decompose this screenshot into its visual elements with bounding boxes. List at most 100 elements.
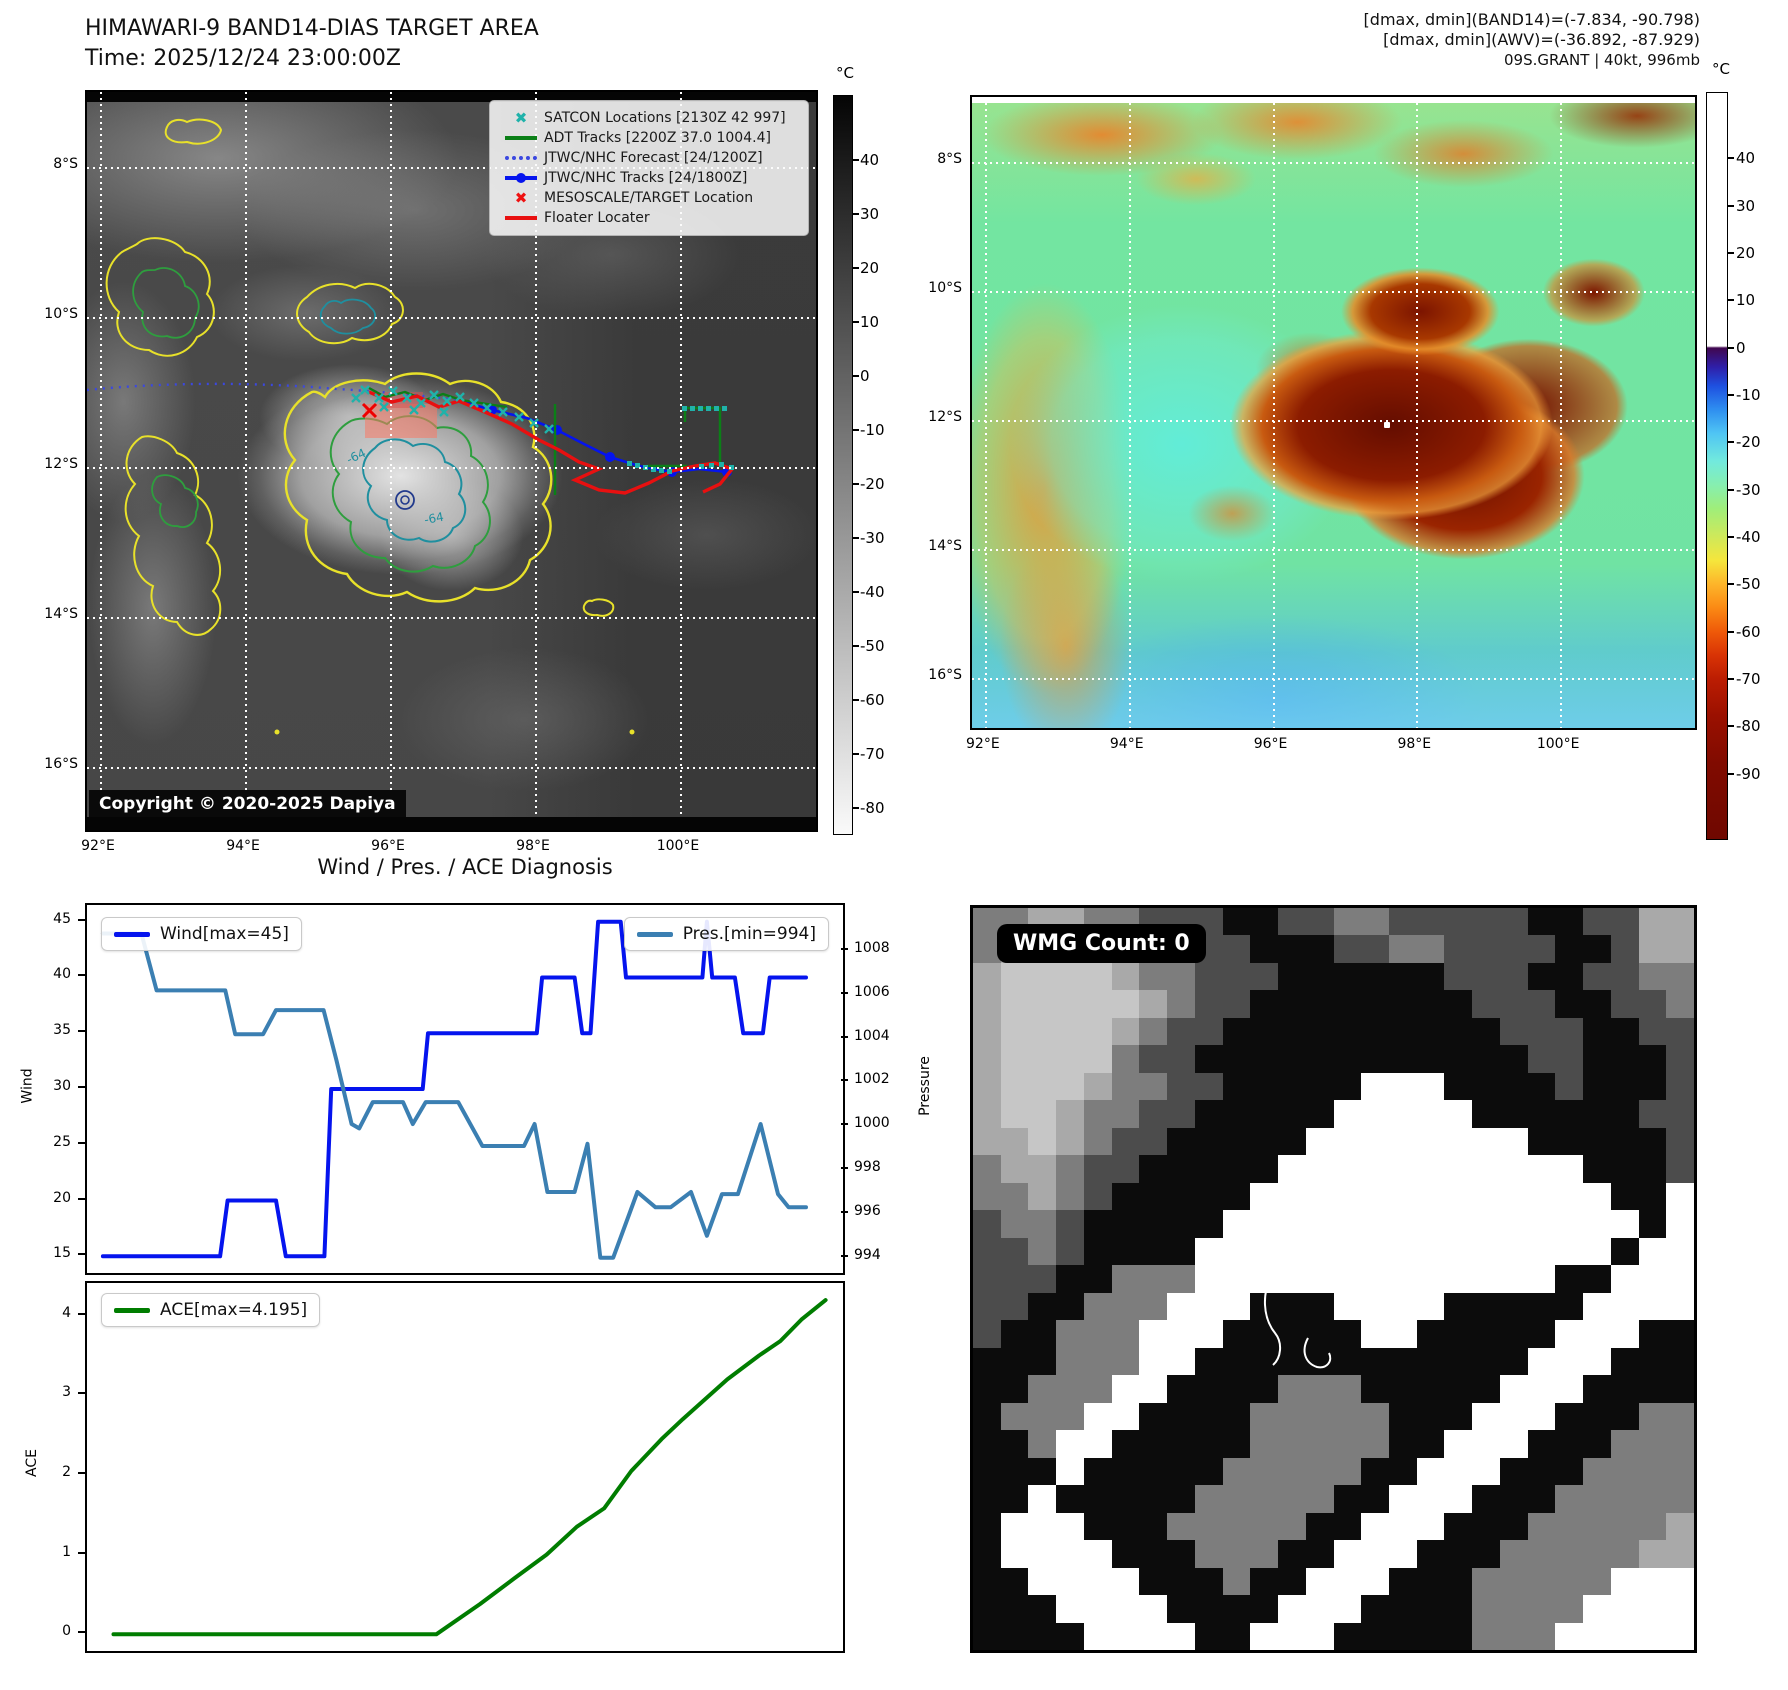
wmg-cell: [1250, 1045, 1279, 1074]
y-tick-label: 10°S: [928, 279, 962, 296]
y-axis-tick-label: 15: [53, 1245, 71, 1262]
wmg-cell: [973, 1430, 1002, 1459]
wmg-cell: [1583, 1402, 1612, 1431]
wmg-cell: [1499, 1072, 1529, 1101]
wmg-cell: [1444, 1127, 1473, 1156]
wmg-cell: [1499, 1595, 1529, 1624]
wmg-cell: [1666, 1347, 1694, 1376]
wmg-cell: [1416, 1100, 1446, 1129]
y-axis-tick-label: 40: [53, 966, 71, 983]
wmg-cell: [1111, 1485, 1140, 1514]
colorbar-tick: [1728, 536, 1734, 538]
colorbar-tick: [1728, 393, 1734, 396]
colorbar-tick: [853, 374, 859, 377]
wmg-cell: [1610, 1017, 1640, 1046]
wmg-cell: [1139, 1237, 1168, 1266]
wmg-cell: [1388, 1320, 1418, 1349]
wmg-cell: [1139, 1540, 1168, 1569]
wmg-cell: [1610, 1182, 1640, 1211]
map-legend: ✖ SATCON Locations [2130Z 42 997] ADT Trac…: [489, 100, 809, 236]
dmax-awv-line: [dmax, dmin](AWV)=(-36.892, -87.929): [1383, 30, 1700, 49]
wmg-cell: [1083, 1347, 1113, 1376]
wmg-cell: [1000, 962, 1030, 992]
wmg-cell: [1361, 1237, 1390, 1266]
colorbar-tick: [1728, 299, 1734, 302]
wmg-cell: [1194, 1127, 1224, 1156]
colorbar-tick-label: -20: [1736, 433, 1761, 452]
wmg-cell: [1250, 935, 1279, 964]
gridline-vertical: [535, 92, 537, 830]
wmg-cell: [1167, 1017, 1196, 1046]
wmg-cell: [1250, 1210, 1279, 1239]
wmg-cell: [973, 1072, 1002, 1101]
wmg-cell: [973, 1595, 1002, 1624]
wmg-cell: [1388, 908, 1418, 937]
wmg-cell: [973, 1320, 1002, 1349]
wmg-cell: [973, 935, 1002, 964]
wmg-cell: [1194, 1595, 1224, 1624]
wmg-cell: [1222, 935, 1251, 964]
y2-axis-tick-label: 998: [854, 1159, 881, 1176]
wmg-cell: [1444, 1375, 1473, 1404]
wmg-cell: [1278, 1375, 1307, 1404]
series-Wind[max=45]: [100, 919, 808, 1259]
wmg-cell: [1000, 990, 1030, 1019]
legend-item-label: Floater Locater: [544, 210, 650, 226]
pres-legend-sample: [636, 931, 673, 937]
wmg-cell: [1111, 1182, 1140, 1211]
contour-yellow-left-vertical: [124, 435, 222, 636]
wmg-cell: [1139, 1595, 1168, 1624]
y-axis-tick-label: 30: [53, 1078, 71, 1094]
colorbar-tick-label: -40: [860, 582, 885, 601]
wmg-cell: [1472, 1375, 1501, 1404]
wmg-cell: [1278, 1100, 1307, 1129]
wmg-cell: [973, 1457, 1002, 1486]
wmg-cell: [1250, 1100, 1279, 1129]
wmg-cell: [1361, 1512, 1390, 1541]
wmg-cell: [1499, 1320, 1529, 1349]
wmg-cell: [1333, 1045, 1362, 1074]
wmg-cell: [1583, 1237, 1612, 1266]
wmg-cell: [973, 1017, 1002, 1046]
wmg-cell: [1610, 1567, 1640, 1596]
wmg-cell: [1666, 1072, 1694, 1101]
dmax-band14-line: [dmax, dmin](BAND14)=(-7.834, -90.798): [1363, 10, 1700, 29]
wmg-cell: [1610, 1595, 1640, 1624]
wmg-cell: [1194, 1457, 1224, 1486]
wmg-cell: [1083, 1237, 1113, 1266]
wmg-cell: [1527, 1210, 1556, 1239]
wmg-cell: [1610, 1045, 1640, 1074]
wmg-cell: [1167, 1045, 1196, 1074]
wmg-cell: [1083, 1292, 1113, 1321]
wmg-cell: [1056, 1595, 1085, 1624]
wmg-cell: [1610, 1347, 1640, 1376]
wmg-cell: [1333, 1567, 1362, 1596]
wmg-cell: [1028, 1017, 1057, 1046]
y2-axis-tick: [841, 948, 848, 950]
y-axis-tick: [78, 1312, 85, 1315]
wmg-cell: [1527, 1292, 1556, 1321]
contour-navy-eye-outer: [395, 490, 415, 510]
wmg-cell: [1388, 962, 1418, 992]
wmg-cell: [1139, 1622, 1168, 1650]
wmg-cell: [1000, 1210, 1030, 1239]
wmg-cell: [1416, 1072, 1446, 1101]
wmg-cell: [1056, 1540, 1085, 1569]
wmg-cell: [1250, 1375, 1279, 1404]
colorbar-tick-label: -60: [860, 690, 885, 709]
colorbar-tick-label: -70: [860, 744, 885, 763]
wmg-cell: [1499, 1155, 1529, 1184]
wmg-cell: [1472, 1595, 1501, 1624]
wmg-cell: [1499, 1347, 1529, 1376]
wmg-cell: [1250, 1265, 1279, 1294]
wmg-cell: [1444, 1402, 1473, 1431]
wmg-cell: [1361, 1100, 1390, 1129]
x-tick-label: 100°E: [1536, 736, 1580, 752]
wmg-cell: [1666, 1622, 1694, 1650]
wmg-cell: [1638, 1017, 1667, 1046]
y2-axis-tick: [841, 1210, 848, 1213]
wmg-cell: [1139, 1430, 1168, 1459]
wmg-cell: [1499, 1017, 1529, 1046]
wmg-cell: [1610, 1320, 1640, 1349]
wmg-cell: [1361, 1072, 1390, 1101]
